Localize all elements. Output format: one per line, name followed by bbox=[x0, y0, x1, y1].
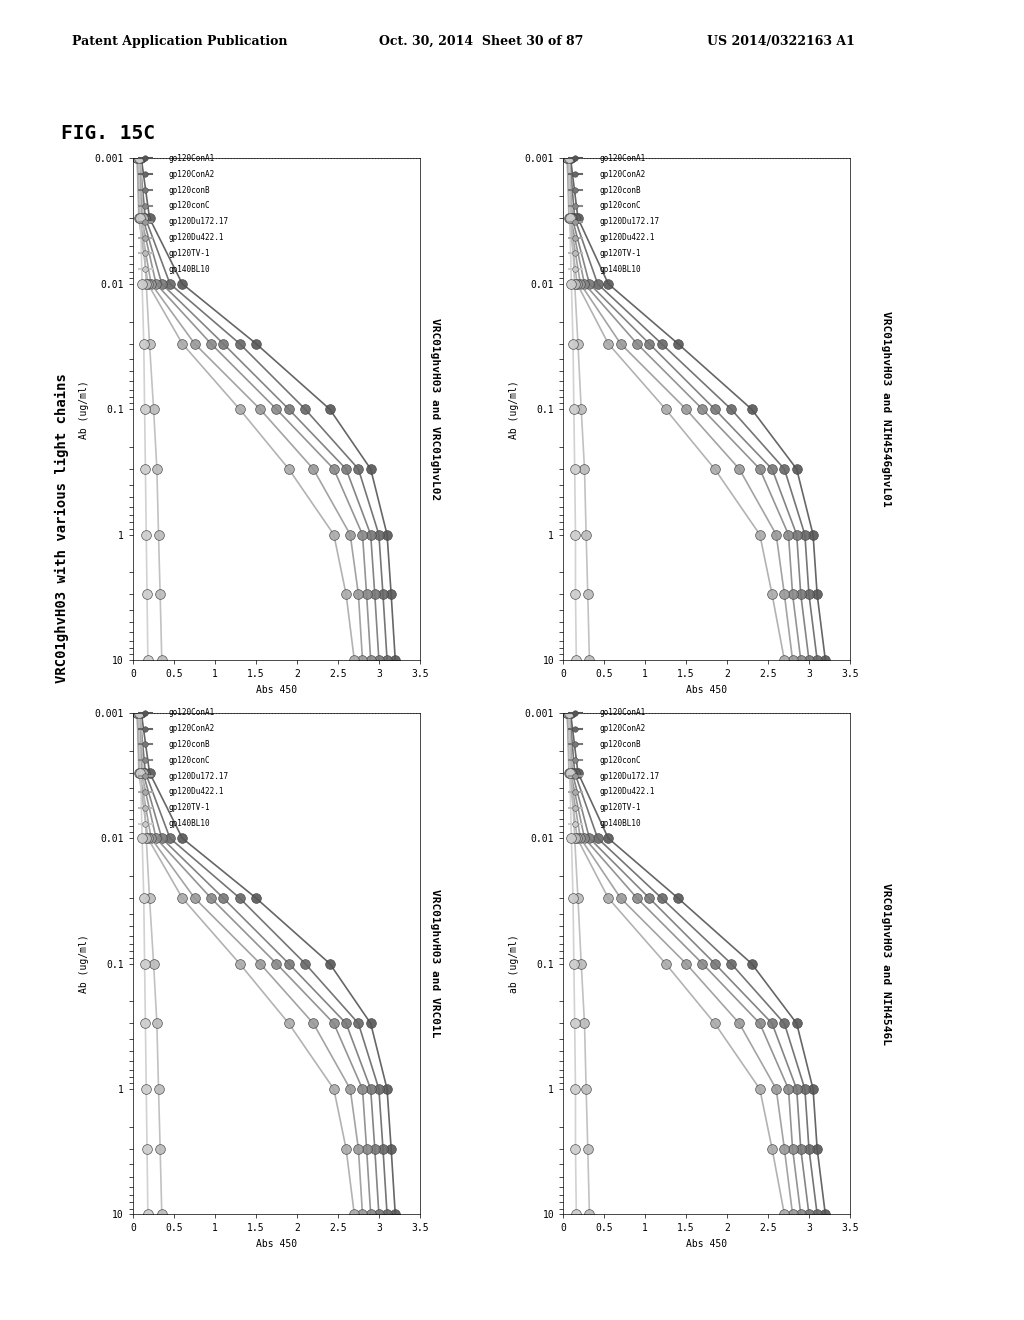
Y-axis label: Ab (ug/ml): Ab (ug/ml) bbox=[79, 380, 89, 438]
Y-axis label: Ab (ug/ml): Ab (ug/ml) bbox=[509, 380, 519, 438]
Text: Oct. 30, 2014  Sheet 30 of 87: Oct. 30, 2014 Sheet 30 of 87 bbox=[379, 34, 584, 48]
Y-axis label: ab (ug/ml): ab (ug/ml) bbox=[509, 935, 519, 993]
Text: go120ConA1: go120ConA1 bbox=[169, 154, 215, 162]
Text: VRC01ghvH03 with various light chains: VRC01ghvH03 with various light chains bbox=[54, 374, 69, 682]
Text: gp120conC: gp120conC bbox=[169, 756, 211, 764]
Text: gp140BL10: gp140BL10 bbox=[599, 265, 641, 273]
X-axis label: Abs 450: Abs 450 bbox=[686, 1239, 727, 1249]
Text: gp120TV-1: gp120TV-1 bbox=[169, 249, 211, 257]
Text: Patent Application Publication: Patent Application Publication bbox=[72, 34, 287, 48]
Text: go120ConA1: go120ConA1 bbox=[599, 154, 645, 162]
Text: gp140BL10: gp140BL10 bbox=[599, 820, 641, 828]
Text: gp120conB: gp120conB bbox=[599, 186, 641, 194]
Text: gp120ConA2: gp120ConA2 bbox=[169, 725, 215, 733]
Text: gp120ConA2: gp120ConA2 bbox=[169, 170, 215, 178]
Text: gp120ConA2: gp120ConA2 bbox=[599, 170, 645, 178]
Text: gp120Du172.17: gp120Du172.17 bbox=[169, 772, 229, 780]
Text: go120ConA1: go120ConA1 bbox=[599, 709, 645, 717]
Y-axis label: Ab (ug/ml): Ab (ug/ml) bbox=[79, 935, 89, 993]
X-axis label: Abs 450: Abs 450 bbox=[256, 1239, 297, 1249]
Text: gp120conB: gp120conB bbox=[599, 741, 641, 748]
Text: gp120TV-1: gp120TV-1 bbox=[599, 804, 641, 812]
Text: gp120Du422.1: gp120Du422.1 bbox=[599, 788, 654, 796]
Text: gp120Du422.1: gp120Du422.1 bbox=[169, 234, 224, 242]
Text: gp120TV-1: gp120TV-1 bbox=[599, 249, 641, 257]
Text: gp120conC: gp120conC bbox=[169, 202, 211, 210]
Text: VRC01ghvH03 and VRC01L: VRC01ghvH03 and VRC01L bbox=[430, 890, 440, 1038]
Text: gp120Du172.17: gp120Du172.17 bbox=[599, 218, 659, 226]
Text: gp120Du172.17: gp120Du172.17 bbox=[169, 218, 229, 226]
Text: gp120TV-1: gp120TV-1 bbox=[169, 804, 211, 812]
Text: VRC01ghvH03 and NIH4546ghvL01: VRC01ghvH03 and NIH4546ghvL01 bbox=[881, 312, 891, 507]
Text: gp120conB: gp120conB bbox=[169, 741, 211, 748]
Text: gp120Du172.17: gp120Du172.17 bbox=[599, 772, 659, 780]
Text: gp120conB: gp120conB bbox=[169, 186, 211, 194]
Text: US 2014/0322163 A1: US 2014/0322163 A1 bbox=[707, 34, 854, 48]
Text: gp120Du422.1: gp120Du422.1 bbox=[599, 234, 654, 242]
Text: gp140BL10: gp140BL10 bbox=[169, 265, 211, 273]
Text: gp120Du422.1: gp120Du422.1 bbox=[169, 788, 224, 796]
X-axis label: Abs 450: Abs 450 bbox=[256, 685, 297, 694]
Text: gp120conC: gp120conC bbox=[599, 756, 641, 764]
X-axis label: Abs 450: Abs 450 bbox=[686, 685, 727, 694]
Text: gp120ConA2: gp120ConA2 bbox=[599, 725, 645, 733]
Text: VRC01ghvH03 and VRC01ghvL02: VRC01ghvH03 and VRC01ghvL02 bbox=[430, 318, 440, 500]
Text: gp140BL10: gp140BL10 bbox=[169, 820, 211, 828]
Text: gp120conC: gp120conC bbox=[599, 202, 641, 210]
Text: VRC01ghvH03 and NIH4546L: VRC01ghvH03 and NIH4546L bbox=[881, 883, 891, 1044]
Text: FIG. 15C: FIG. 15C bbox=[61, 124, 156, 143]
Text: go120ConA1: go120ConA1 bbox=[169, 709, 215, 717]
